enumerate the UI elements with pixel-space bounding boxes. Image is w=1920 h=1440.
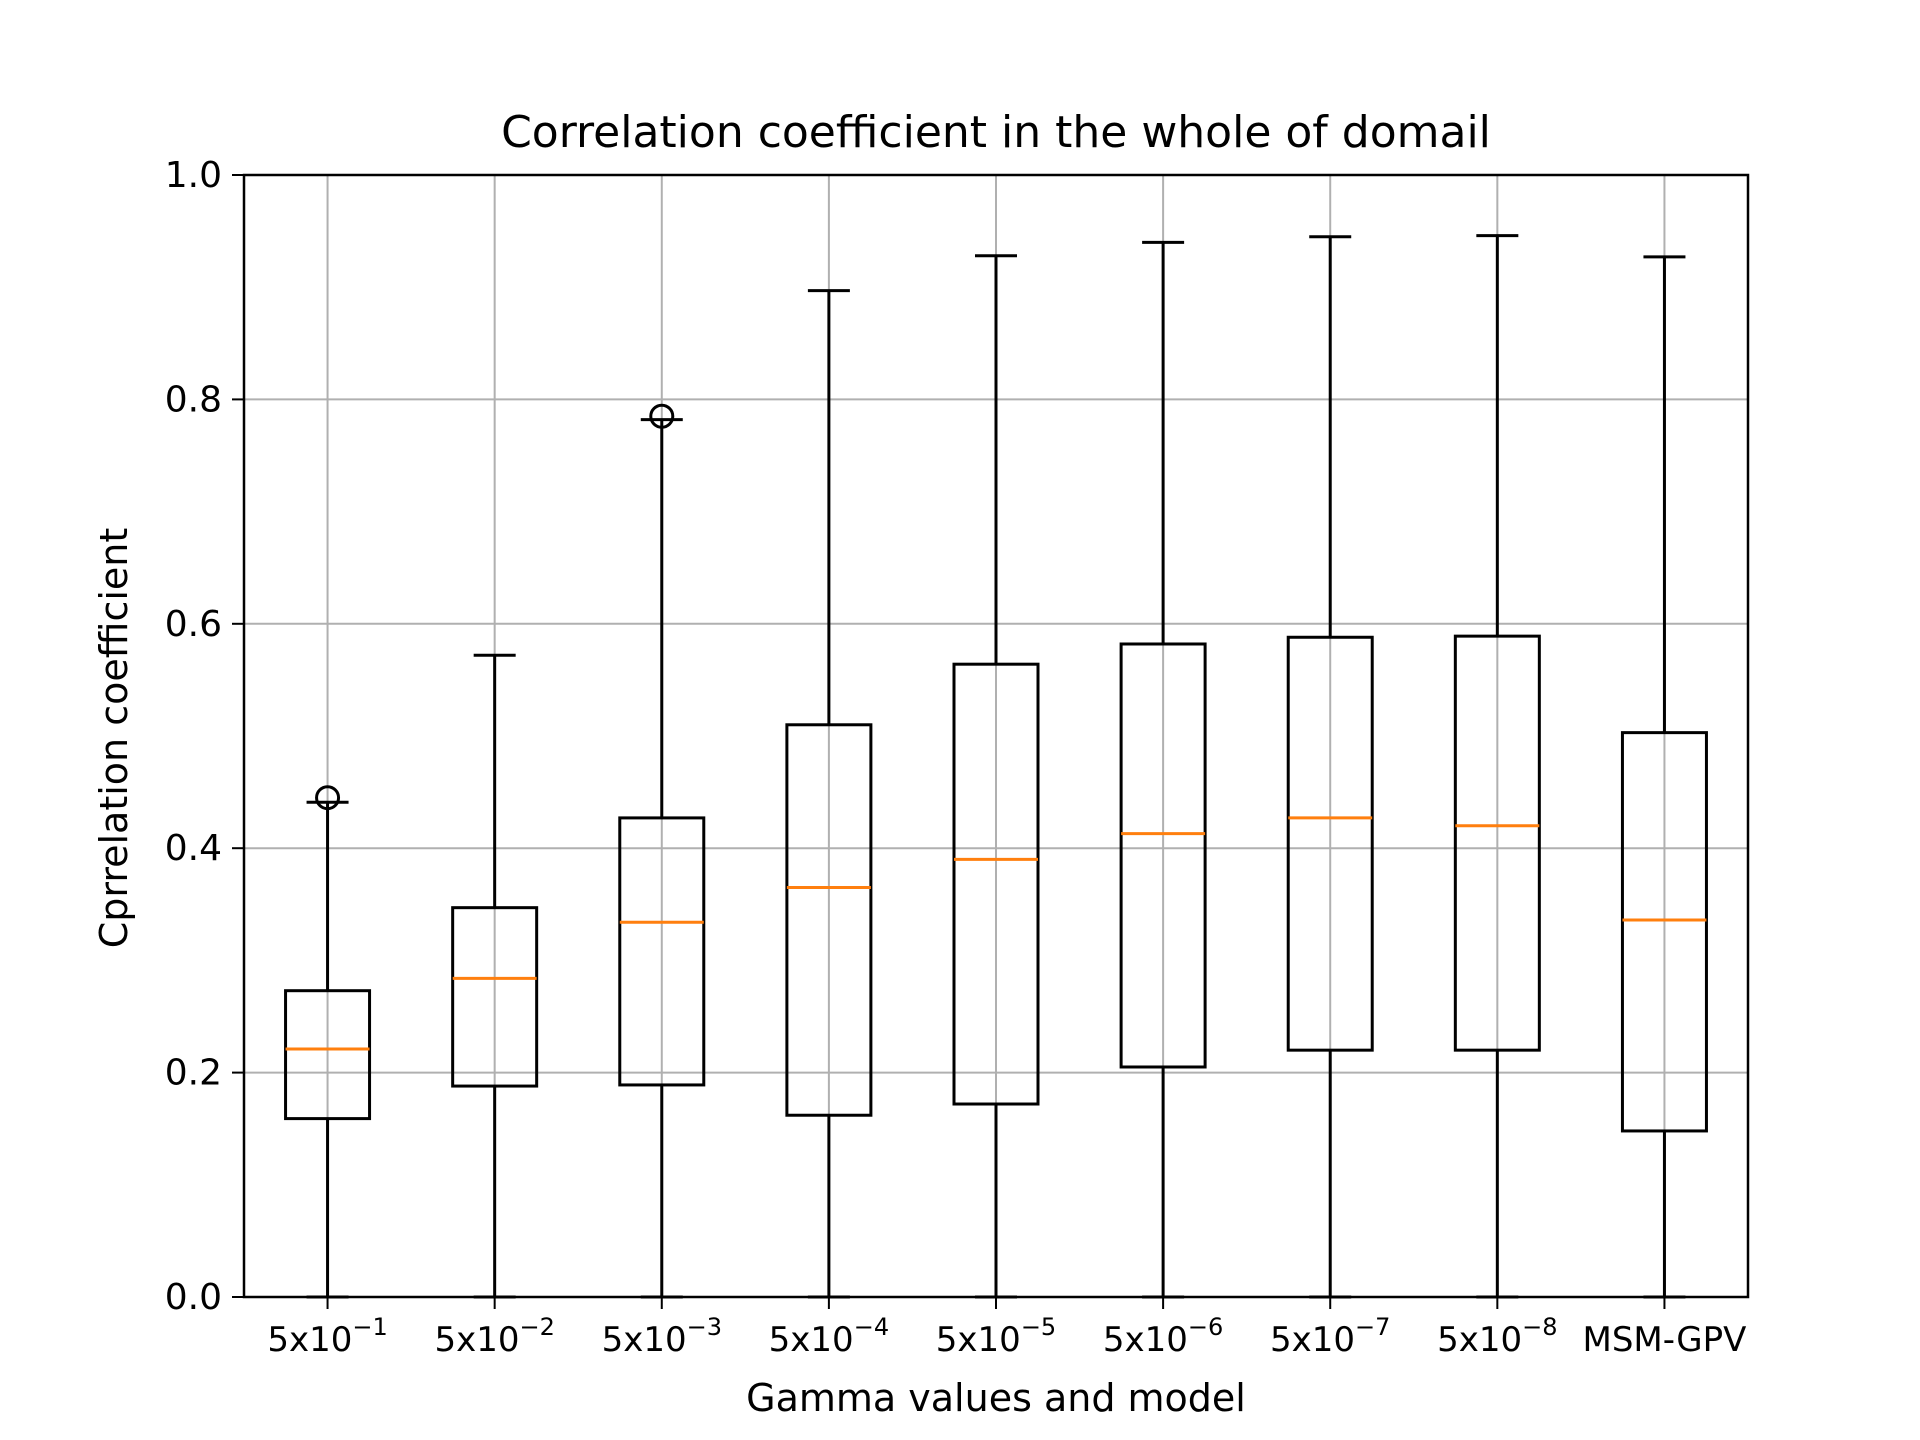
box-iqr [618, 816, 706, 1087]
chart-title: Correlation coefficient in the whole of … [501, 107, 1491, 158]
box-group [618, 403, 706, 1299]
box-group [952, 254, 1040, 1299]
y-axis-label: Cprrelation coefficient [92, 528, 136, 949]
x-tick-label: 5x10−6 [1103, 1313, 1223, 1360]
box-plots [284, 234, 1708, 1299]
box-iqr [1453, 634, 1541, 1052]
y-tick-label: 0.0 [165, 1277, 222, 1318]
x-tick-label: 5x10−5 [936, 1313, 1056, 1360]
box-group [451, 653, 539, 1299]
x-tick-label: 5x10−7 [1270, 1313, 1390, 1360]
outlier-point [649, 403, 675, 429]
box-group [1286, 235, 1374, 1299]
y-tick-label: 1.0 [165, 155, 222, 196]
y-tick-label: 0.6 [165, 604, 222, 645]
outlier-point [315, 785, 341, 811]
x-tick-label: 5x10−1 [267, 1313, 387, 1360]
box-group [1119, 240, 1207, 1299]
box-group [1620, 255, 1708, 1299]
box-iqr [451, 906, 539, 1088]
box-iqr [284, 989, 372, 1121]
box-iqr [785, 723, 873, 1117]
box-iqr [1620, 731, 1708, 1133]
y-tick-label: 0.8 [165, 379, 222, 420]
x-tick-label: 5x10−3 [602, 1313, 722, 1360]
box-iqr [952, 662, 1040, 1106]
axis-ticks: 0.0 0.2 0.4 0.6 0.8 1.0 5x10−1 5x10−2 5x10−3 5x10… [165, 155, 1747, 1360]
box-iqr [1286, 635, 1374, 1052]
y-tick-label: 0.4 [165, 828, 222, 869]
x-tick-label: MSM-GPV [1583, 1320, 1747, 1360]
x-tick-label: 5x10−4 [769, 1313, 889, 1360]
x-axis-label: Gamma values and model [746, 1376, 1246, 1420]
x-tick-label: 5x10−8 [1437, 1313, 1557, 1360]
box-iqr [1119, 642, 1207, 1069]
x-tick-label: 5x10−2 [434, 1313, 554, 1360]
y-tick-label: 0.2 [165, 1053, 222, 1094]
